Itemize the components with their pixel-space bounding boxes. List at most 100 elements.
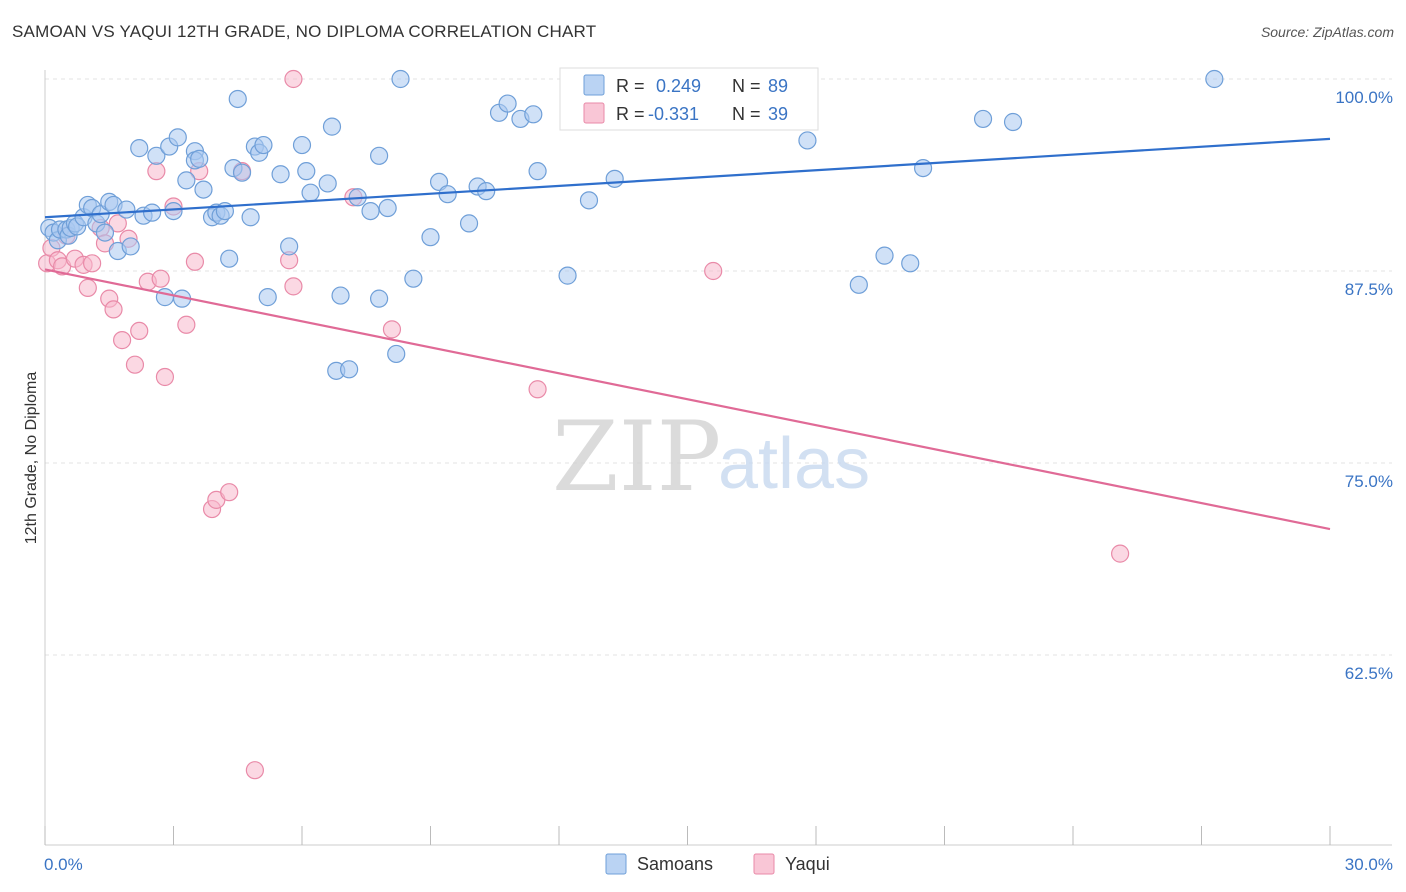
samoans-point-26	[164, 201, 183, 221]
watermark-atlas: atlas	[718, 424, 870, 504]
yaqui-point-14	[112, 331, 132, 350]
yaqui-point-38	[1111, 544, 1130, 563]
legend-yaqui-r-label: R =	[616, 104, 645, 124]
samoans-point-72	[498, 94, 517, 113]
samoans-point-23	[147, 146, 166, 165]
samoans-point-82	[849, 275, 868, 294]
yaqui-point-16	[125, 355, 145, 374]
y-tick-labels: 62.5% 75.0% 87.5% 100.0%	[1335, 88, 1393, 683]
bottom-legend-yaqui: Yaqui	[785, 854, 830, 874]
samoans-point-49	[292, 135, 312, 155]
legend-samoans-r-label: R =	[616, 76, 645, 96]
samoans-point-77	[579, 191, 599, 210]
yaqui-point-35	[382, 320, 402, 339]
bottom-legend: Samoans Yaqui	[605, 853, 830, 875]
samoans-points	[40, 69, 1224, 380]
samoans-point-56	[340, 360, 359, 379]
y-tick-label-0: 62.5%	[1345, 664, 1393, 683]
samoans-point-14	[95, 223, 115, 242]
yaqui-point-12	[104, 300, 123, 319]
samoans-point-81	[798, 131, 817, 150]
samoans-point-48	[280, 237, 299, 256]
legend-yaqui-n-label: N =	[732, 104, 761, 124]
samoans-point-59	[370, 146, 389, 165]
legend-samoans-r-value: 0.249	[656, 76, 701, 96]
x-tick-labels: 0.0% 30.0%	[44, 855, 1393, 874]
samoans-point-84	[901, 254, 920, 273]
legend-samoans-n-value: 89	[768, 76, 788, 96]
samoans-point-75	[528, 162, 547, 181]
samoans-trend-line	[44, 137, 1331, 219]
samoans-point-62	[387, 344, 406, 364]
y-tick-label-2: 87.5%	[1345, 280, 1393, 299]
samoans-point-83	[875, 246, 894, 265]
samoans-point-24	[155, 288, 175, 307]
bottom-legend-samoans-swatch	[605, 853, 627, 875]
chart-source: Source: ZipAtlas.com	[1260, 24, 1394, 40]
y-axis-label: 12th Grade, No Diploma	[23, 372, 40, 545]
yaqui-point-13	[108, 214, 127, 233]
yaqui-point-8	[83, 254, 102, 273]
samoans-point-46	[258, 288, 277, 307]
samoans-point-41	[232, 163, 252, 182]
samoans-point-78	[605, 169, 624, 188]
yaqui-point-32	[284, 277, 303, 296]
yaqui-point-23	[177, 315, 196, 334]
yaqui-point-7	[78, 278, 97, 297]
samoans-point-85	[913, 158, 933, 178]
bottom-legend-yaqui-swatch	[753, 853, 775, 875]
samoans-point-40	[228, 89, 247, 109]
samoans-point-19	[121, 237, 140, 256]
samoans-point-61	[378, 198, 397, 218]
yaqui-point-33	[284, 69, 303, 89]
legend-yaqui-r-value: -0.331	[648, 104, 699, 124]
samoans-point-60	[370, 289, 389, 308]
yaqui-point-19	[147, 162, 166, 181]
samoans-point-88	[1205, 69, 1224, 89]
samoans-point-52	[318, 174, 337, 193]
samoans-point-33	[194, 180, 213, 199]
x-tick-label-0: 0.0%	[44, 855, 83, 874]
chart-title: SAMOAN VS YAQUI 12TH GRADE, NO DIPLOMA C…	[12, 22, 597, 41]
samoans-point-38	[220, 249, 239, 268]
legend-samoans-n-label: N =	[732, 76, 761, 96]
samoans-point-76	[558, 266, 577, 285]
trend-lines	[44, 137, 1331, 531]
samoans-point-22	[142, 203, 162, 222]
x-tick-label-1: 30.0%	[1345, 855, 1393, 874]
yaqui-point-30	[245, 761, 264, 780]
samoans-point-74	[524, 105, 543, 124]
samoans-point-68	[459, 214, 479, 233]
legend-samoans-swatch	[583, 74, 605, 96]
samoans-point-32	[190, 149, 209, 168]
yaqui-trend-line	[44, 268, 1331, 531]
samoans-point-66	[429, 172, 449, 192]
bottom-legend-samoans: Samoans	[637, 854, 713, 874]
samoans-point-54	[331, 286, 350, 305]
samoans-point-58	[361, 201, 380, 221]
samoans-point-53	[322, 117, 342, 136]
samoans-point-87	[1003, 112, 1023, 132]
samoans-point-27	[168, 128, 187, 147]
samoans-point-45	[254, 135, 273, 155]
legend-yaqui-n-value: 39	[768, 104, 788, 124]
samoans-point-67	[438, 185, 457, 204]
samoans-point-64	[404, 269, 423, 288]
yaqui-point-28	[220, 483, 239, 502]
samoans-point-51	[301, 183, 320, 202]
yaqui-point-20	[151, 269, 170, 288]
samoans-point-47	[271, 165, 290, 184]
samoans-point-21	[130, 139, 149, 158]
yaqui-point-21	[155, 367, 175, 387]
samoans-point-65	[421, 228, 440, 247]
axes	[44, 70, 1392, 846]
y-tick-label-3: 100.0%	[1335, 88, 1393, 107]
samoans-point-29	[177, 171, 196, 190]
y-tick-label-1: 75.0%	[1345, 472, 1393, 491]
yaqui-point-36	[528, 380, 547, 399]
samoans-point-86	[973, 109, 993, 129]
watermark: ZIP atlas	[552, 401, 870, 513]
yaqui-point-24	[185, 252, 205, 271]
watermark-zip: ZIP	[552, 401, 721, 513]
